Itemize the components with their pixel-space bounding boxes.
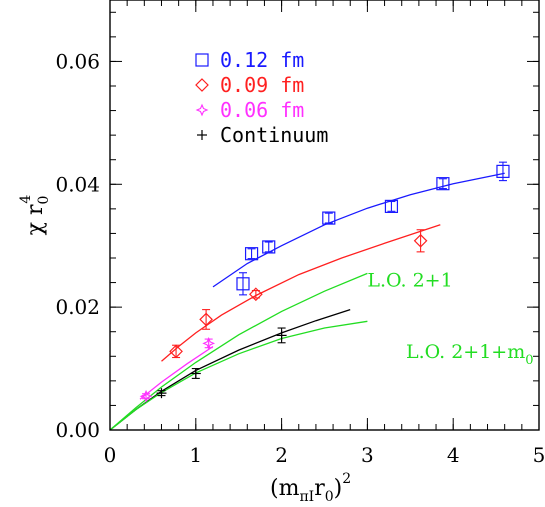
legend-label: 0.06 fm (220, 98, 304, 122)
y-axis-ticks: 0.00 0.02 0.04 0.06 (55, 11, 539, 442)
curve-annotation: L.O. 2+1 (367, 269, 452, 291)
y-axis-label: χ r04 (18, 195, 52, 236)
y-tick-label: 0.04 (55, 172, 100, 196)
point-marker (195, 53, 209, 67)
fit-curve (212, 172, 505, 288)
fit-curve (109, 320, 368, 431)
x-axis-label: (mπIr0)2 (270, 471, 351, 505)
point-marker (236, 277, 250, 291)
legend-label: 0.12 fm (220, 48, 304, 72)
point-marker (496, 164, 510, 178)
x-tick-label: 3 (361, 443, 374, 467)
point-marker (169, 344, 183, 359)
fit-curve (109, 272, 368, 431)
x-tick-label: 0 (104, 443, 117, 467)
point-marker (436, 177, 450, 191)
x-tick-label: 2 (275, 443, 288, 467)
x-tick-label: 1 (189, 443, 202, 467)
x-axis-ticks: 0 1 2 3 4 5 (104, 0, 545, 467)
x-tick-label: 4 (447, 443, 460, 467)
curve-annotation: L.O. 2+1+m0 (406, 341, 534, 368)
plot-frame (109, 0, 540, 431)
data-points (139, 161, 510, 403)
point-marker (249, 287, 263, 302)
point-marker (322, 211, 336, 225)
point-marker (139, 389, 153, 403)
point-marker (384, 199, 399, 213)
legend-label: 0.09 fm (220, 73, 304, 97)
legend-label: Continuum (220, 123, 328, 147)
y-tick-label: 0.00 (55, 418, 100, 442)
point-marker (262, 240, 276, 254)
annotations: L.O. 2+1 L.O. 2+1+m0 (367, 269, 533, 368)
y-tick-label: 0.06 (55, 49, 100, 73)
fit-curve (139, 345, 214, 400)
y-tick-label: 0.02 (55, 295, 100, 319)
point-marker (199, 312, 213, 327)
point-marker (202, 336, 216, 350)
point-marker (195, 78, 209, 92)
point-marker (195, 103, 209, 117)
x-tick-label: 5 (533, 443, 545, 467)
point-marker (413, 233, 428, 248)
point-marker (244, 247, 259, 261)
